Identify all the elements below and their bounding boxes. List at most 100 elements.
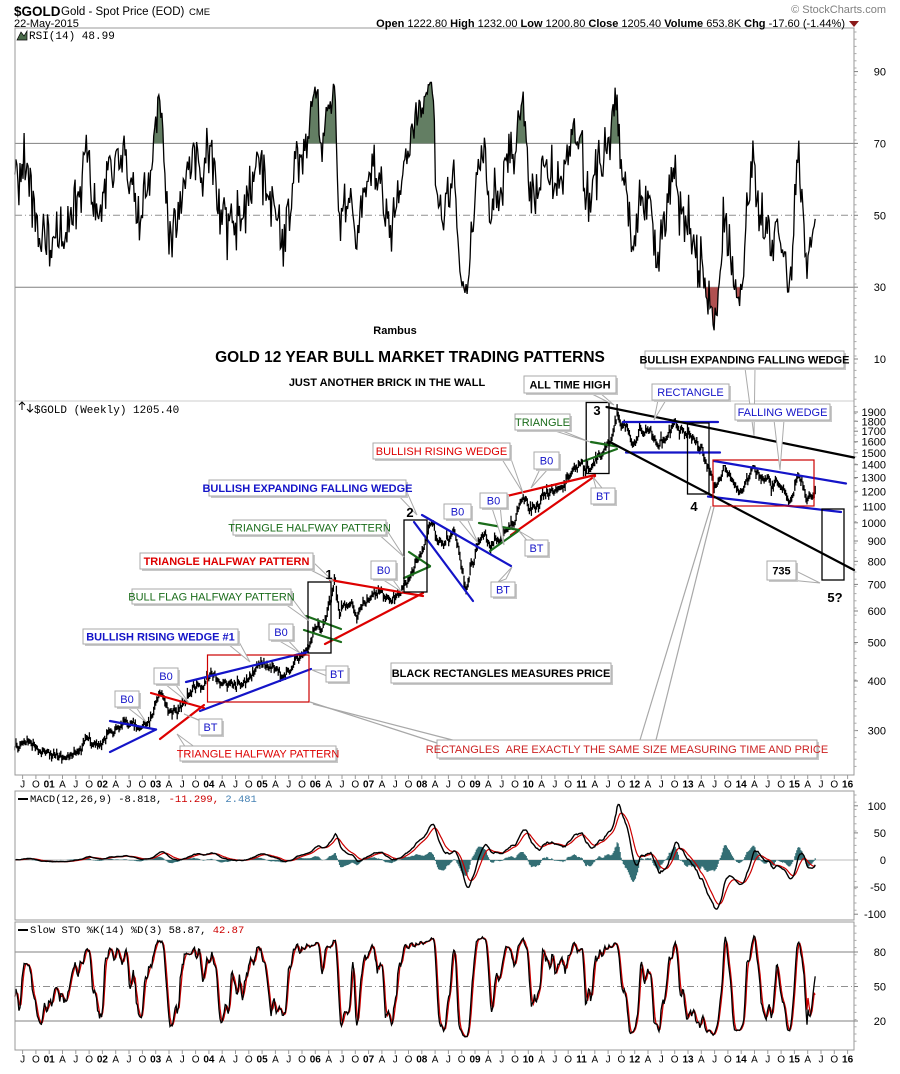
svg-text:03: 03 (150, 1055, 162, 1066)
svg-text:A: A (112, 1055, 119, 1066)
svg-text:J: J (552, 780, 557, 791)
svg-text:12: 12 (629, 780, 641, 791)
svg-text:10: 10 (874, 354, 886, 366)
svg-text:03: 03 (150, 780, 162, 791)
svg-text:© StockCharts.com: © StockCharts.com (791, 4, 886, 16)
svg-text:1300: 1300 (862, 473, 886, 485)
svg-text:CME: CME (189, 7, 210, 18)
svg-text:15: 15 (789, 1055, 801, 1066)
svg-text:BT: BT (496, 585, 510, 597)
svg-text:O: O (671, 780, 679, 791)
svg-text:50: 50 (874, 828, 886, 840)
svg-text:04: 04 (203, 1055, 215, 1066)
svg-text:B0: B0 (540, 456, 553, 468)
svg-text:A: A (751, 780, 758, 791)
svg-text:Slow STO %K(14) %D(3) 58.87, 4: Slow STO %K(14) %D(3) 58.87, 42.87 (30, 925, 244, 937)
svg-text:10: 10 (523, 1055, 535, 1066)
svg-text:08: 08 (416, 1055, 428, 1066)
svg-text:12: 12 (629, 1055, 641, 1066)
svg-text:02: 02 (97, 780, 109, 791)
svg-text:3: 3 (593, 403, 600, 418)
svg-text:J: J (340, 780, 345, 791)
svg-text:$GOLD: $GOLD (14, 4, 61, 19)
svg-text:$GOLD (Weekly) 1205.40: $GOLD (Weekly) 1205.40 (34, 405, 179, 417)
svg-text:JUST ANOTHER BRICK IN THE WALL: JUST ANOTHER BRICK IN THE WALL (289, 377, 486, 389)
svg-text:1100: 1100 (862, 501, 886, 513)
svg-text:MACD(12,26,9) -8.818, -11.299,: MACD(12,26,9) -8.818, -11.299, 2.481 (30, 794, 257, 806)
svg-text:B0: B0 (377, 565, 390, 577)
svg-text:O: O (458, 780, 466, 791)
svg-text:TRIANGLE: TRIANGLE (515, 417, 570, 429)
svg-text:15: 15 (789, 780, 801, 791)
svg-text:J: J (712, 1055, 717, 1066)
svg-text:O: O (192, 1055, 200, 1066)
svg-text:O: O (85, 1055, 93, 1066)
svg-text:J: J (233, 780, 238, 791)
svg-text:A: A (59, 780, 66, 791)
svg-text:FALLING WEDGE: FALLING WEDGE (738, 407, 828, 419)
svg-text:O: O (32, 1055, 40, 1066)
svg-text:1000: 1000 (862, 518, 886, 530)
svg-text:50: 50 (874, 210, 886, 222)
svg-text:O: O (32, 780, 40, 791)
svg-text:J: J (233, 1055, 238, 1066)
svg-text:O: O (351, 1055, 359, 1066)
svg-text:O: O (618, 780, 626, 791)
svg-text:BULLISH RISING WEDGE: BULLISH RISING WEDGE (376, 446, 507, 458)
svg-text:J: J (765, 1055, 770, 1066)
svg-text:J: J (393, 780, 398, 791)
svg-text:90: 90 (874, 67, 886, 79)
svg-text:RSI(14) 48.99: RSI(14) 48.99 (29, 31, 115, 43)
svg-text:J: J (819, 780, 824, 791)
svg-text:B0: B0 (274, 627, 287, 639)
svg-text:80: 80 (874, 947, 886, 959)
svg-text:16: 16 (842, 1055, 854, 1066)
svg-text:800: 800 (868, 556, 886, 568)
svg-text:16: 16 (842, 780, 854, 791)
svg-text:J: J (127, 1055, 132, 1066)
svg-text:O: O (85, 780, 93, 791)
svg-text:1800: 1800 (862, 416, 886, 428)
svg-text:A: A (432, 780, 439, 791)
svg-text:06: 06 (310, 1055, 322, 1066)
svg-text:A: A (325, 1055, 332, 1066)
svg-text:A: A (591, 780, 598, 791)
svg-text:300: 300 (868, 726, 886, 738)
svg-text:O: O (777, 1055, 785, 1066)
svg-text:O: O (298, 1055, 306, 1066)
svg-text:04: 04 (203, 780, 215, 791)
svg-text:J: J (446, 780, 451, 791)
svg-text:A: A (538, 780, 545, 791)
svg-text:400: 400 (868, 676, 886, 688)
svg-text:A: A (59, 1055, 66, 1066)
svg-text:BT: BT (203, 722, 217, 734)
svg-text:O: O (830, 780, 838, 791)
svg-text:BT: BT (330, 669, 344, 681)
svg-text:J: J (659, 1055, 664, 1066)
svg-text:O: O (511, 1055, 519, 1066)
svg-text:Rambus: Rambus (373, 325, 416, 337)
svg-text:700: 700 (868, 579, 886, 591)
svg-text:1400: 1400 (862, 460, 886, 472)
svg-text:A: A (432, 1055, 439, 1066)
svg-text:A: A (485, 780, 492, 791)
svg-text:02: 02 (97, 1055, 109, 1066)
svg-text:O: O (245, 780, 253, 791)
svg-text:Gold - Spot Price (EOD): Gold - Spot Price (EOD) (61, 6, 185, 18)
svg-text:A: A (698, 1055, 705, 1066)
svg-text:O: O (192, 780, 200, 791)
svg-text:1: 1 (325, 567, 332, 582)
svg-text:1600: 1600 (862, 437, 886, 449)
svg-text:J: J (819, 1055, 824, 1066)
svg-text:A: A (485, 1055, 492, 1066)
svg-text:J: J (286, 1055, 291, 1066)
svg-text:O: O (405, 780, 413, 791)
svg-text:O: O (671, 1055, 679, 1066)
svg-text:J: J (446, 1055, 451, 1066)
svg-text:09: 09 (469, 1055, 481, 1066)
svg-text:O: O (298, 780, 306, 791)
svg-text:O: O (405, 1055, 413, 1066)
svg-text:J: J (20, 1055, 25, 1066)
svg-text:1900: 1900 (862, 407, 886, 419)
svg-text:A: A (538, 1055, 545, 1066)
